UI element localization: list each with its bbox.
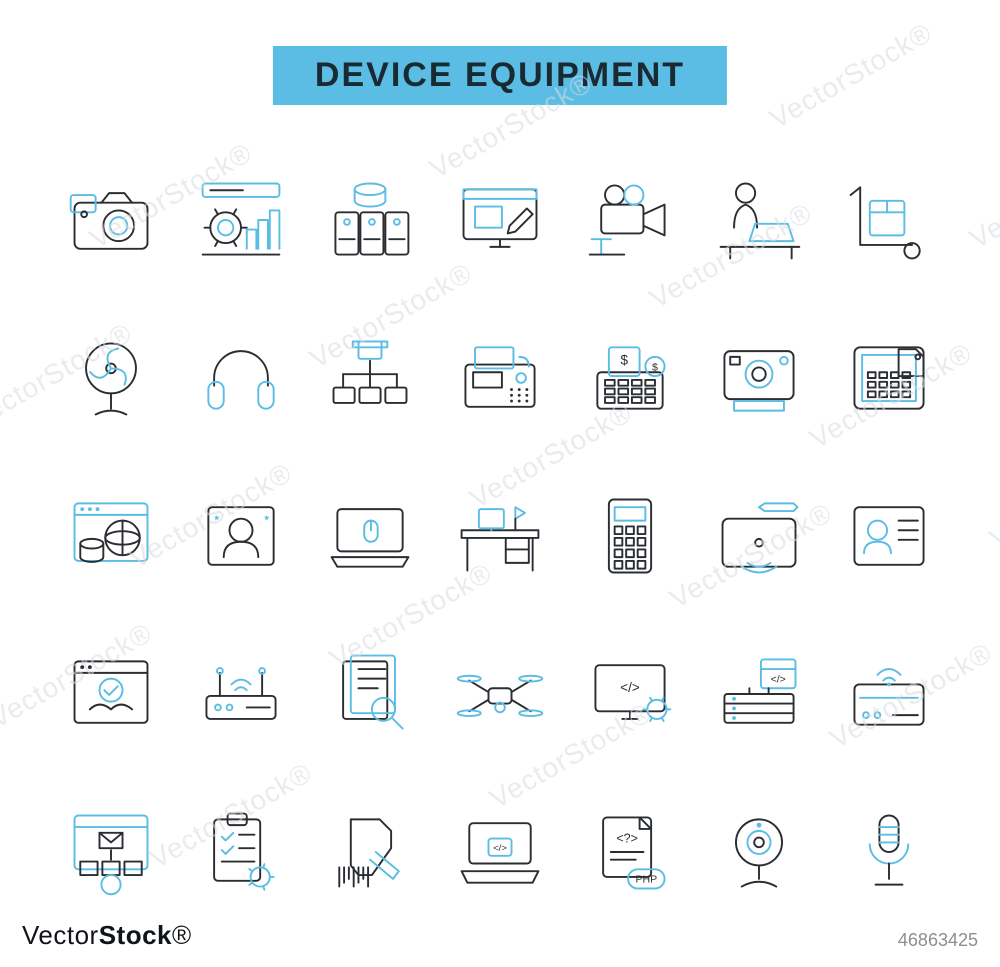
svg-text:</>: </> xyxy=(771,673,786,685)
tablet-price-icon xyxy=(841,330,937,426)
camera-icon xyxy=(63,172,159,268)
server-rack-code-icon: </> xyxy=(711,646,807,742)
footer-brand-prefix: Vector xyxy=(22,920,99,950)
video-camera-icon xyxy=(582,172,678,268)
barcode-scanner-icon xyxy=(322,804,418,900)
watermark-text: VectorStock® xyxy=(964,137,1000,256)
desk-icon xyxy=(452,488,548,584)
title-banner: DEVICE EQUIPMENT xyxy=(273,46,727,105)
browser-globe-db-icon xyxy=(63,488,159,584)
drone-icon xyxy=(452,646,548,742)
person-laptop-icon xyxy=(711,172,807,268)
footer-brand-suffix: Stock xyxy=(99,920,172,950)
browser-handshake-icon xyxy=(63,646,159,742)
svg-text:$: $ xyxy=(620,353,628,368)
wifi-modem-icon xyxy=(841,646,937,742)
browser-mail-workflow-icon xyxy=(63,804,159,900)
laptop-mouse-icon xyxy=(322,488,418,584)
gear-chart-icon xyxy=(193,172,289,268)
svg-text:$: $ xyxy=(652,361,658,373)
headphones-icon xyxy=(193,330,289,426)
monitor-code-gear-icon: </> xyxy=(582,646,678,742)
watermark-text: VectorStock® xyxy=(984,437,1000,556)
fan-icon xyxy=(63,330,159,426)
network-computers-icon xyxy=(322,330,418,426)
watermark-text: VectorStock® xyxy=(764,17,938,136)
svg-text:</>: </> xyxy=(620,680,640,695)
monitor-edit-icon xyxy=(452,172,548,268)
hand-truck-box-icon xyxy=(841,172,937,268)
document-search-icon xyxy=(322,646,418,742)
laptop-code-icon: </> xyxy=(452,804,548,900)
fax-machine-icon xyxy=(452,330,548,426)
footer-image-id: 46863425 xyxy=(898,930,978,951)
calculator-icon xyxy=(582,488,678,584)
instant-camera-icon xyxy=(711,330,807,426)
webcam-icon xyxy=(711,804,807,900)
tablet-pen-icon xyxy=(711,488,807,584)
user-rating-icon xyxy=(193,488,289,584)
cash-register-icon: $ $ xyxy=(582,330,678,426)
footer-brand: VectorStock® xyxy=(22,920,192,951)
icon-grid: $ $ xyxy=(60,150,940,922)
svg-text:</>: </> xyxy=(493,843,507,854)
id-card-icon xyxy=(841,488,937,584)
code-file-php-icon: <?> PHP xyxy=(582,804,678,900)
microphone-icon xyxy=(841,804,937,900)
server-database-icon xyxy=(322,172,418,268)
svg-text:<?>: <?> xyxy=(616,831,638,845)
clipboard-gear-icon xyxy=(193,804,289,900)
footer-brand-symbol: ® xyxy=(172,920,192,950)
wifi-router-icon xyxy=(193,646,289,742)
svg-text:PHP: PHP xyxy=(635,874,657,886)
footer: VectorStock® 46863425 xyxy=(22,920,978,951)
